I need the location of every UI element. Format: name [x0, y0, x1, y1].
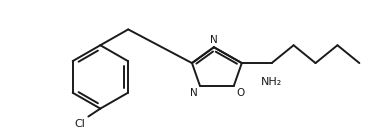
Text: O: O	[237, 88, 245, 98]
Text: Cl: Cl	[75, 119, 85, 128]
Text: N: N	[190, 88, 198, 98]
Text: N: N	[210, 35, 218, 45]
Text: NH₂: NH₂	[261, 77, 282, 87]
